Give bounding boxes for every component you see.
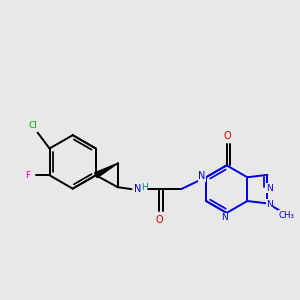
Text: Cl: Cl [28,121,37,130]
Text: N: N [266,184,273,193]
Text: N: N [266,200,273,209]
Text: N: N [221,213,228,222]
Text: F: F [25,171,30,180]
Text: O: O [224,130,232,141]
Text: CH₃: CH₃ [278,211,294,220]
Text: O: O [155,215,163,225]
Polygon shape [94,164,118,178]
Text: H: H [141,183,148,192]
Text: N: N [134,184,141,194]
Text: N: N [198,171,206,181]
